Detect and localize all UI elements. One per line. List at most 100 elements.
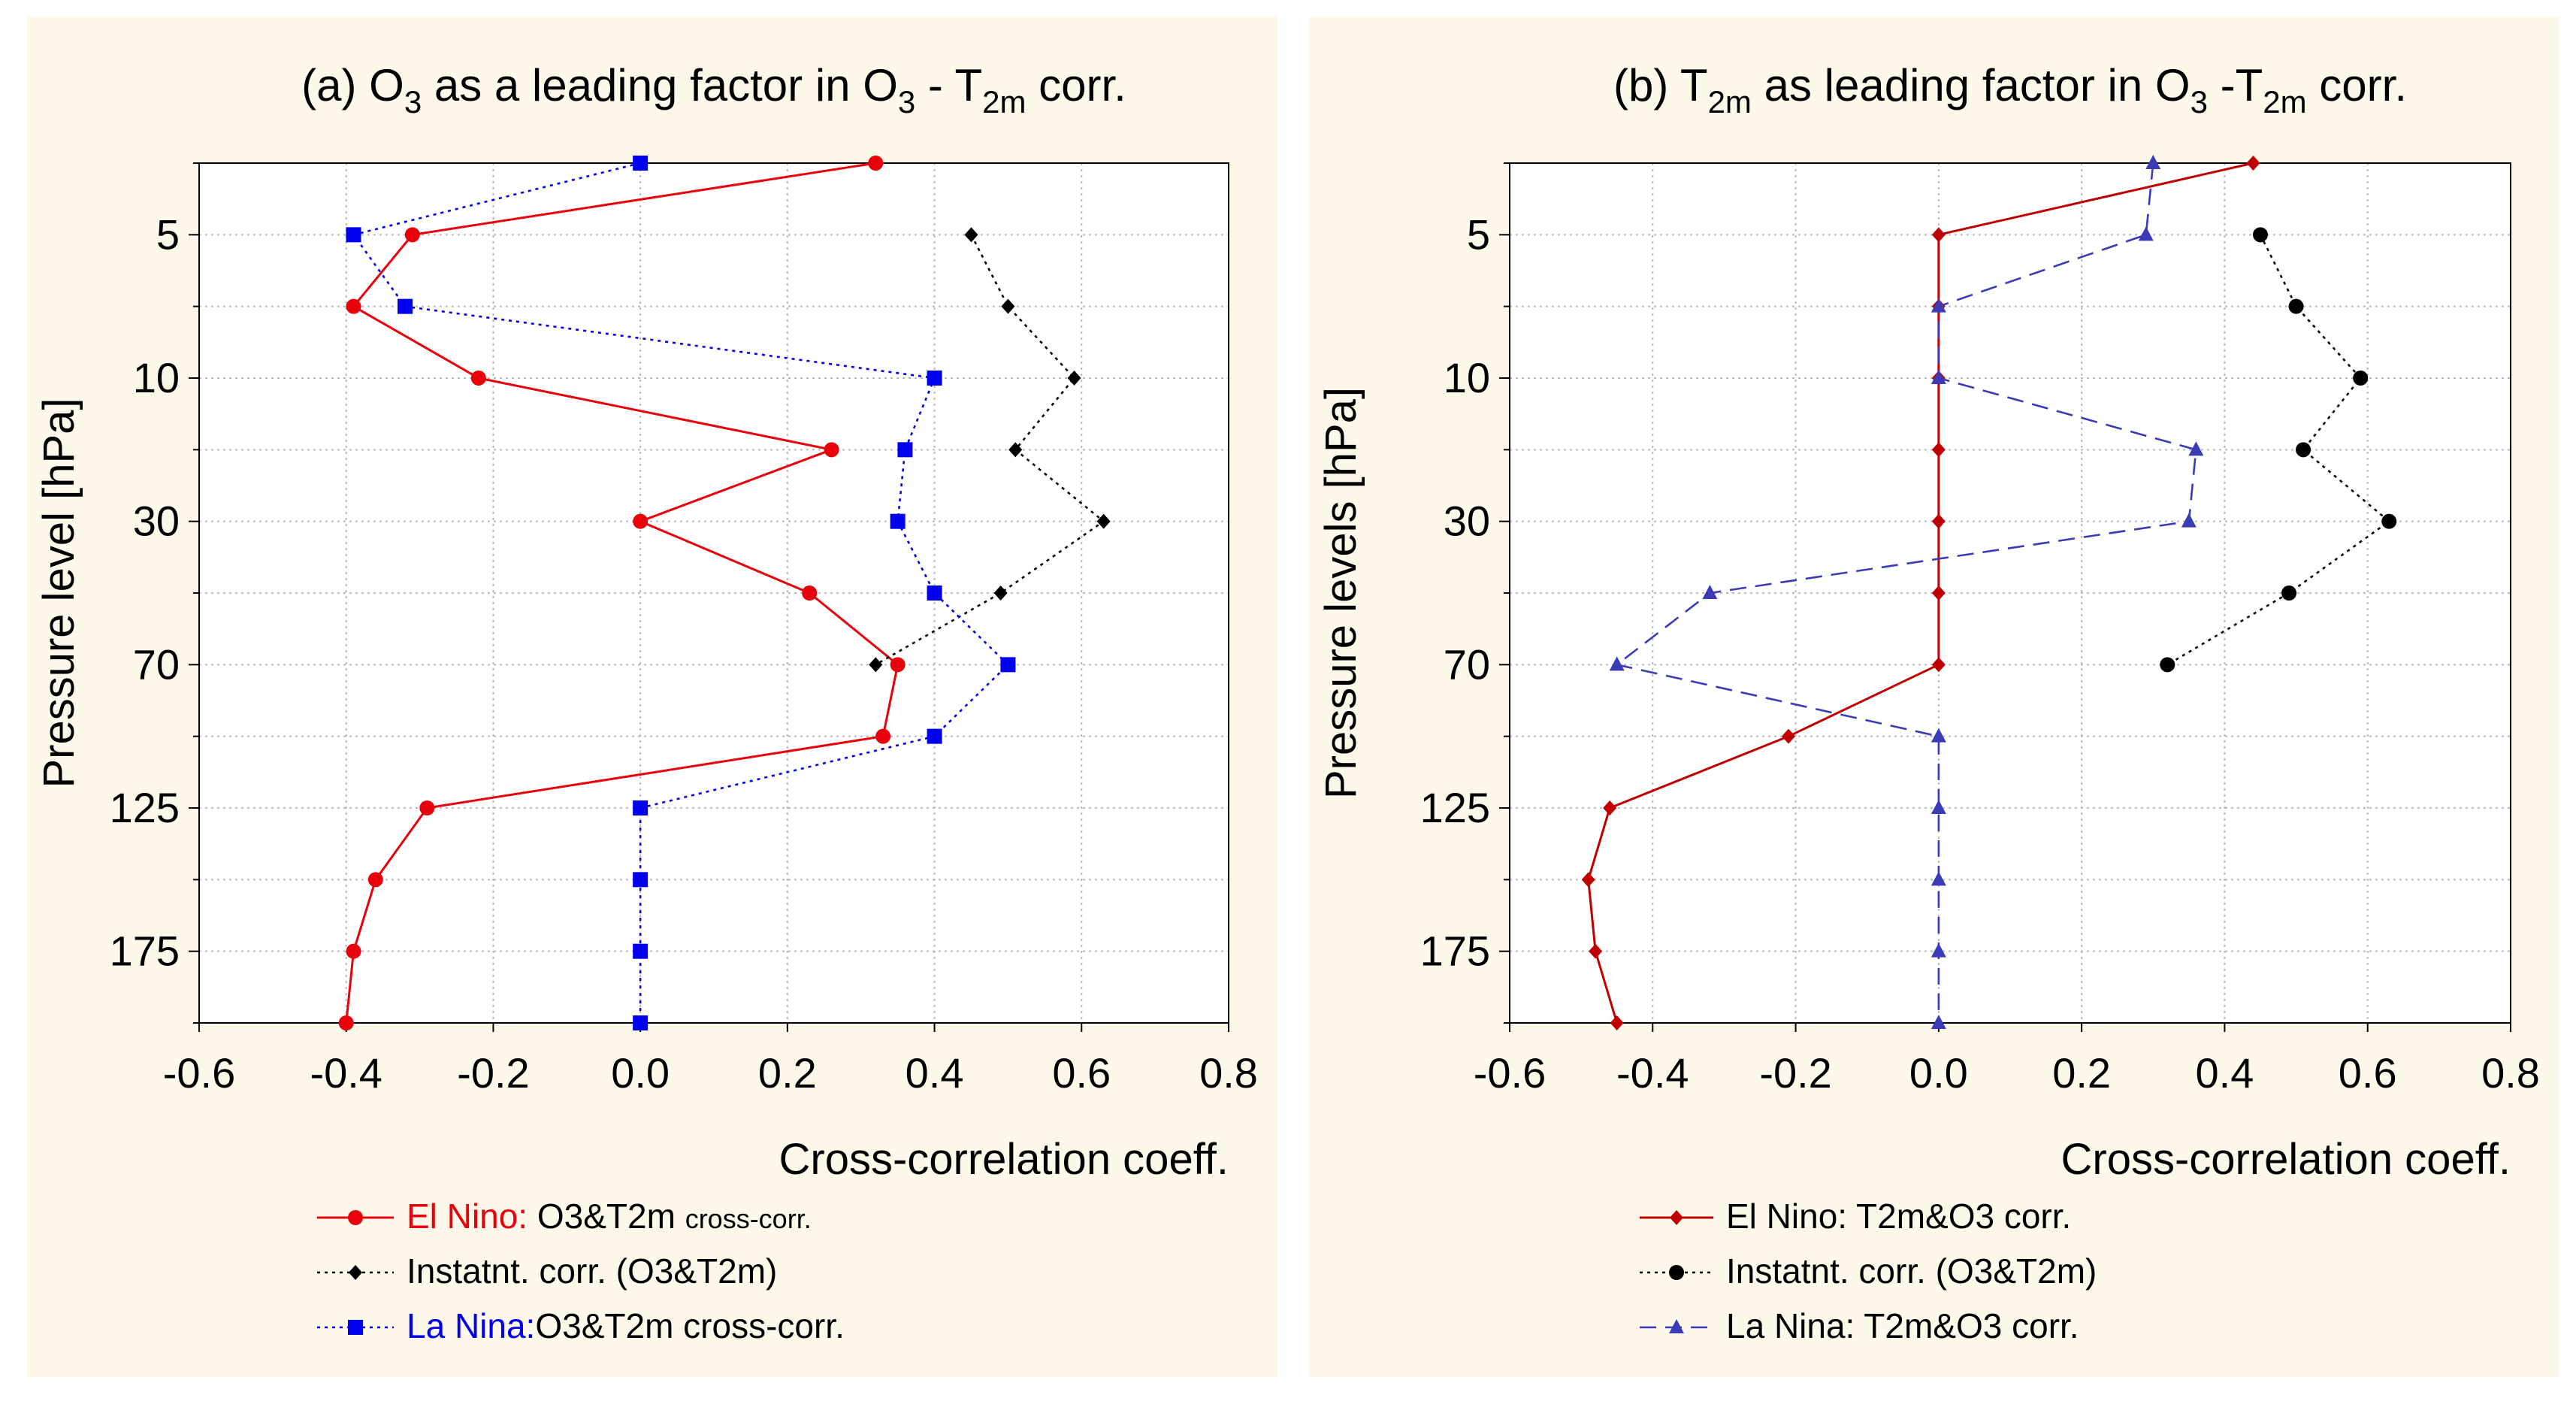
x-tick-label-a: 0.4 bbox=[906, 1049, 964, 1097]
title-part: (a) O bbox=[301, 60, 404, 110]
x-tick-label-a: 0.6 bbox=[1052, 1049, 1111, 1097]
legend-colored-part: La Nina: bbox=[407, 1306, 535, 1345]
title-part: - T bbox=[915, 60, 982, 110]
x-axis-label-a: Cross-correlation coeff. bbox=[779, 1135, 1229, 1184]
data-point-a-2 bbox=[1096, 513, 1111, 529]
data-point-a-3 bbox=[633, 1015, 649, 1030]
y-tick-label-b: 125 bbox=[1420, 784, 1490, 831]
x-tick-label-b: -0.4 bbox=[1616, 1049, 1689, 1097]
data-point-b-3 bbox=[1702, 585, 1718, 599]
data-point-b-2 bbox=[2160, 657, 2175, 673]
data-point-b-2 bbox=[2281, 586, 2297, 601]
y-tick-label-b: 30 bbox=[1444, 498, 1490, 545]
title-subscript: 2m bbox=[2263, 84, 2306, 120]
data-point-a-1 bbox=[890, 657, 906, 673]
data-point-b-2 bbox=[2253, 227, 2268, 243]
chart-panel-b: -0.6 -0.4 -0.2 0.0 0.2 0.4 0.6 0.8 5 10 30 70 125 175… bbox=[1309, 17, 2559, 1377]
data-point-b-3 bbox=[2145, 155, 2161, 169]
series-b-2: Instatnt. corr. (O3&T2m) bbox=[1640, 227, 2397, 1291]
data-point-b-2 bbox=[2296, 442, 2311, 458]
legend-marker-b-3 bbox=[1669, 1319, 1684, 1333]
title-subscript: 3 bbox=[898, 84, 915, 120]
data-point-a-1 bbox=[470, 371, 486, 386]
data-point-b-1 bbox=[1589, 943, 1603, 959]
title-part: (b) T bbox=[1613, 60, 1708, 110]
legend-label-b-3: La Nina: T2m&O3 corr. bbox=[1726, 1306, 2079, 1345]
data-point-b-1 bbox=[1782, 728, 1796, 744]
data-point-b-3 bbox=[2138, 226, 2154, 241]
data-point-b-2 bbox=[2381, 513, 2397, 529]
plot-area-a bbox=[199, 163, 1229, 1023]
data-point-a-3 bbox=[927, 586, 942, 601]
title-part: as leading factor in O bbox=[1752, 60, 2191, 110]
title-subscript: 2m bbox=[1708, 84, 1752, 120]
data-point-b-3 bbox=[2188, 441, 2204, 456]
legend-text-part: La Nina: T2m&O3 corr. bbox=[1726, 1306, 2079, 1345]
title-part: corr. bbox=[2307, 60, 2407, 110]
data-point-a-1 bbox=[404, 227, 420, 243]
title-subscript: 3 bbox=[404, 84, 422, 120]
x-tick-label-b: 0.4 bbox=[2195, 1049, 2254, 1097]
title-part: -T bbox=[2208, 60, 2263, 110]
legend-marker-a-3 bbox=[348, 1320, 363, 1335]
x-tick-label-b: 0.8 bbox=[2481, 1049, 2540, 1097]
data-point-a-2 bbox=[964, 227, 978, 243]
data-point-a-2 bbox=[993, 586, 1008, 601]
y-tick-label-a: 5 bbox=[156, 210, 180, 258]
legend-text-part: O3&T2m cross-corr. bbox=[535, 1306, 845, 1345]
data-point-a-3 bbox=[633, 872, 649, 888]
data-point-a-3 bbox=[927, 728, 942, 744]
data-point-a-1 bbox=[346, 298, 361, 314]
y-tick-label-b: 175 bbox=[1420, 927, 1490, 975]
legend-label-b-1: El Nino: T2m&O3 corr. bbox=[1726, 1197, 2071, 1236]
y-tick-label-a: 70 bbox=[133, 640, 180, 688]
data-point-b-3 bbox=[1930, 800, 1946, 814]
data-point-b-3 bbox=[1930, 370, 1946, 384]
data-point-b-3 bbox=[2181, 513, 2197, 528]
data-point-b-1 bbox=[1931, 513, 1946, 529]
data-point-b-3 bbox=[1930, 1015, 1946, 1029]
y-tick-label-b: 70 bbox=[1444, 640, 1490, 688]
data-point-b-3 bbox=[1609, 656, 1625, 671]
data-point-a-2 bbox=[1008, 442, 1023, 458]
data-point-b-1 bbox=[1931, 657, 1946, 673]
chart-b-svg: -0.6 -0.4 -0.2 0.0 0.2 0.4 0.6 0.8 5 10 30 70 125 175… bbox=[1317, 60, 2540, 1345]
data-point-b-2 bbox=[2288, 298, 2304, 314]
x-tick-label-b: 0.6 bbox=[2339, 1049, 2397, 1097]
data-point-a-1 bbox=[802, 586, 818, 601]
x-tick-label-b: 0.2 bbox=[2052, 1049, 2111, 1097]
data-point-a-2 bbox=[869, 657, 883, 673]
data-point-a-2 bbox=[1001, 298, 1015, 314]
data-point-b-1 bbox=[1931, 227, 1946, 243]
data-point-a-3 bbox=[890, 513, 906, 529]
data-point-a-2 bbox=[1067, 371, 1081, 386]
data-point-a-1 bbox=[346, 943, 361, 959]
chart-title-a: (a) O3 as a leading factor in O3 - T2m c… bbox=[301, 60, 1126, 120]
series-a-1: El Nino: O3&T2m cross-corr. bbox=[317, 156, 906, 1236]
data-point-b-3 bbox=[1930, 943, 1946, 958]
data-point-a-3 bbox=[1000, 657, 1016, 673]
legend-label-a-1: El Nino: O3&T2m cross-corr. bbox=[407, 1197, 812, 1236]
title-subscript: 2m bbox=[982, 84, 1026, 120]
data-point-b-1 bbox=[2246, 156, 2260, 171]
data-point-b-3 bbox=[1930, 298, 1946, 313]
legend-text-part: Instatnt. corr. (O3&T2m) bbox=[407, 1251, 777, 1291]
data-point-a-3 bbox=[346, 227, 361, 243]
x-tick-label-b: 0.0 bbox=[1909, 1049, 1968, 1097]
data-point-a-1 bbox=[824, 442, 839, 458]
title-part: as a leading factor in O bbox=[422, 60, 898, 110]
legend-marker-b-1 bbox=[1670, 1210, 1683, 1225]
legend-text-part: Instatnt. corr. (O3&T2m) bbox=[1726, 1251, 2097, 1291]
y-tick-label-b: 10 bbox=[1444, 354, 1490, 401]
data-point-a-3 bbox=[633, 800, 649, 815]
legend-text-part: O3&T2m bbox=[528, 1197, 685, 1236]
data-point-b-1 bbox=[1603, 800, 1617, 815]
x-tick-label-a: 0.8 bbox=[1199, 1049, 1258, 1097]
data-point-a-3 bbox=[398, 298, 413, 314]
series-b-3: La Nina: T2m&O3 corr. bbox=[1609, 155, 2204, 1345]
x-tick-label-a: -0.2 bbox=[457, 1049, 530, 1097]
data-point-a-1 bbox=[338, 1015, 354, 1030]
series-a-2: Instatnt. corr. (O3&T2m) bbox=[317, 227, 1111, 1291]
y-axis-label-b: Pressure levels [hPa] bbox=[1317, 387, 1365, 799]
x-tick-label-a: 0.0 bbox=[611, 1049, 670, 1097]
